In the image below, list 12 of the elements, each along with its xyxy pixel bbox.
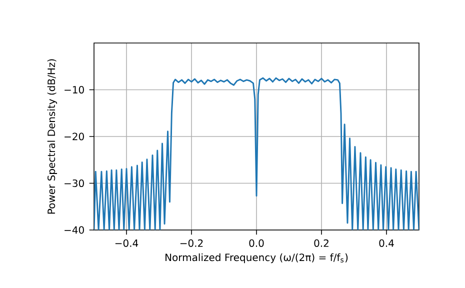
- y-tick-label: −40: [64, 226, 84, 234]
- y-tick-label: −20: [64, 132, 84, 140]
- x-tick-label: 0.0: [249, 239, 264, 247]
- x-axis-title: Normalized Frequency (ω/(2π) = f/f$_{s}$): [166, 253, 348, 264]
- y-tick-label: −10: [64, 86, 84, 94]
- x-tick-label: −0.4: [115, 239, 138, 247]
- y-axis-title: Power Spectral Density (dB/Hz): [47, 59, 58, 214]
- y-tick-label: −30: [64, 179, 84, 188]
- x-tick-label: −0.2: [180, 239, 203, 247]
- x-tick-label: 0.2: [314, 239, 328, 247]
- x-tick-label: 0.4: [379, 239, 394, 247]
- line-series: [94, 77, 419, 230]
